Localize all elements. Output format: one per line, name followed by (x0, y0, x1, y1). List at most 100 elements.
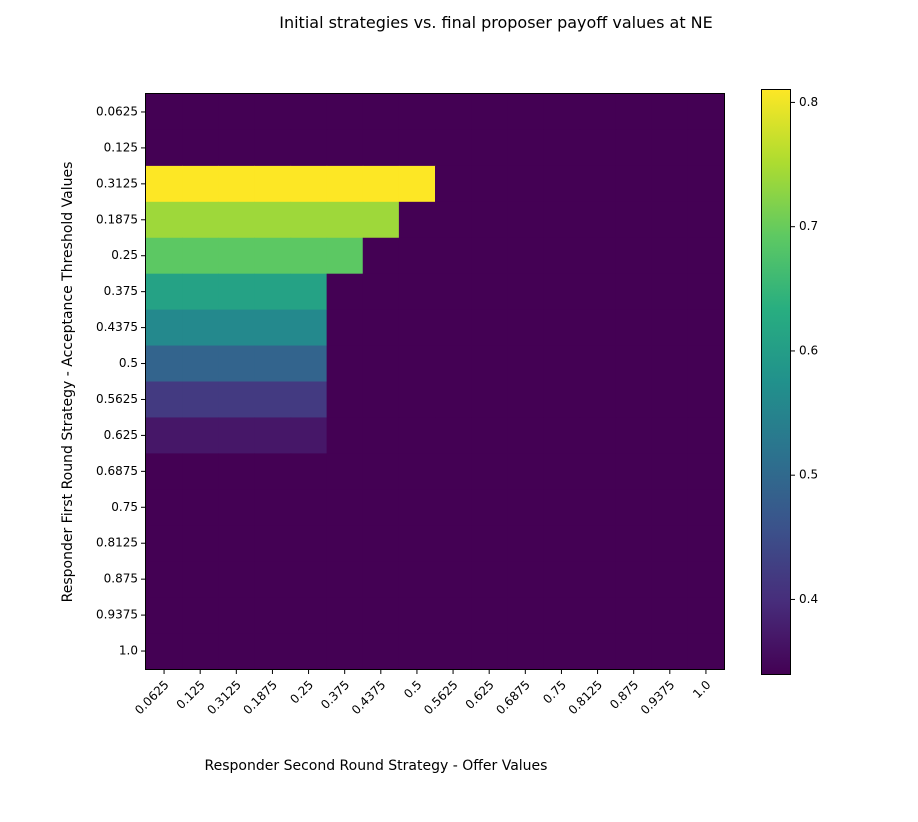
heatmap-cell (435, 525, 472, 562)
heatmap-cell (615, 489, 653, 526)
y-tick-label: 0.6875 (96, 464, 138, 478)
heatmap-cell (615, 309, 653, 347)
y-tick-label: 0.8125 (96, 536, 138, 550)
heatmap-cell (471, 201, 508, 239)
heatmap-cell (651, 129, 689, 167)
heatmap-cell (687, 129, 725, 167)
heatmap-cell (435, 94, 472, 131)
heatmap-cell (254, 561, 292, 598)
heatmap-cell (398, 165, 436, 203)
x-tick-label: 0.5625 (421, 678, 461, 718)
y-tick-label: 0.75 (111, 500, 138, 514)
x-tick-label: 0.625 (463, 678, 497, 712)
heatmap-cell (579, 273, 617, 311)
chart-title: Initial strategies vs. final proposer pa… (279, 13, 713, 32)
x-tick-label: 0.875 (607, 678, 641, 712)
heatmap-cell (471, 273, 508, 311)
heatmap-cell (471, 237, 508, 275)
heatmap-cell (362, 129, 400, 167)
heatmap-cell (687, 597, 725, 634)
y-axis-label: Responder First Round Strategy - Accepta… (60, 162, 76, 603)
heatmap-cell (146, 94, 183, 131)
heatmap-cell (615, 525, 653, 562)
heatmap-cell (146, 165, 183, 203)
heatmap-cell (651, 309, 689, 347)
heatmap-cell (362, 201, 400, 239)
heatmap-cell (218, 201, 255, 239)
heatmap-cell (687, 309, 725, 347)
heatmap-cell (254, 597, 292, 634)
heatmap-cell (146, 201, 183, 239)
heatmap-cell (687, 525, 725, 562)
heatmap-cell (615, 273, 653, 311)
heatmap-cell (435, 597, 472, 634)
heatmap-cell (290, 597, 328, 634)
heatmap-cell (146, 381, 183, 419)
heatmap-cell (218, 633, 255, 670)
heatmap-cell (471, 597, 508, 634)
heatmap-cell (543, 237, 581, 275)
y-tick-label: 0.25 (111, 248, 138, 262)
heatmap-cell (398, 309, 436, 347)
heatmap-cell (182, 633, 219, 670)
heatmap-cell (326, 489, 364, 526)
heatmap-cell (435, 165, 472, 203)
heatmap-cell (146, 597, 183, 634)
heatmap-cell (362, 309, 400, 347)
heatmap-cell (398, 633, 436, 670)
heatmap-cell (326, 94, 364, 131)
heatmap-cells (146, 94, 725, 670)
heatmap-cell (579, 597, 617, 634)
heatmap-cell (543, 345, 581, 383)
heatmap-cell (471, 633, 508, 670)
heatmap-cell (615, 129, 653, 167)
heatmap-cell (507, 309, 544, 347)
heatmap-cell (182, 345, 219, 383)
heatmap-cell (435, 273, 472, 311)
heatmap-cell (218, 273, 255, 311)
heatmap-cell (290, 633, 328, 670)
heatmap-cell (290, 525, 328, 562)
heatmap-cell (651, 165, 689, 203)
heatmap-cell (182, 597, 219, 634)
heatmap-cell (579, 94, 617, 131)
heatmap-cell (254, 129, 292, 167)
heatmap-cell (435, 489, 472, 526)
heatmap-cell (182, 417, 219, 454)
x-tick-label: 0.5 (401, 678, 424, 701)
heatmap-cell (326, 633, 364, 670)
heatmap-cell (651, 489, 689, 526)
heatmap-cell (146, 273, 183, 311)
x-tick-label: 0.0625 (132, 678, 172, 718)
x-tick-label: 0.75 (540, 678, 569, 707)
heatmap-cell (471, 381, 508, 419)
heatmap-cell (398, 201, 436, 239)
heatmap-cell (362, 417, 400, 454)
heatmap-cell (615, 94, 653, 131)
heatmap-cell (507, 381, 544, 419)
heatmap-cell (218, 345, 255, 383)
heatmap-cell (146, 489, 183, 526)
colorbar-axis: 0.4 0.5 0.6 0.7 0.8 (790, 95, 818, 606)
heatmap-cell (182, 561, 219, 598)
heatmap-cell (615, 165, 653, 203)
heatmap-cell (182, 201, 219, 239)
x-tick-label: 0.6875 (493, 678, 533, 718)
heatmap-cell (146, 633, 183, 670)
heatmap-cell (146, 237, 183, 275)
x-tick-label: 1.0 (690, 678, 713, 701)
x-axis-label: Responder Second Round Strategy - Offer … (205, 758, 548, 774)
y-axis: 0.0625 0.125 0.3125 0.1875 0.25 0.375 0.4375 0.… (96, 104, 146, 658)
heatmap-cell (362, 633, 400, 670)
x-tick-label: 0.25 (287, 678, 316, 707)
heatmap-cell (398, 525, 436, 562)
colorbar-tick-label: 0.4 (799, 592, 818, 606)
heatmap-cell (326, 453, 364, 490)
heatmap-cell (182, 94, 219, 131)
heatmap-cell (398, 237, 436, 275)
y-tick-label: 0.3125 (96, 176, 138, 190)
heatmap-cell (615, 597, 653, 634)
heatmap-cell (290, 129, 328, 167)
heatmap-cell (362, 525, 400, 562)
heatmap-cell (579, 417, 617, 454)
